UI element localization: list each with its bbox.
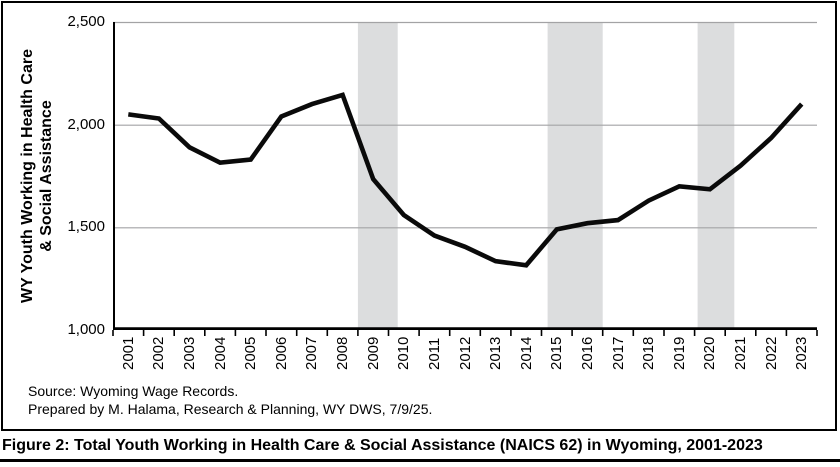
- source-line: Source: Wyoming Wage Records.: [28, 383, 239, 399]
- bottom-rule: [0, 459, 840, 462]
- figure-caption: Figure 2: Total Youth Working in Health …: [2, 437, 763, 454]
- x-tick-label: 2001: [119, 336, 137, 370]
- y-tick-label: 2,000: [67, 115, 105, 133]
- y-tick-label: 2,500: [67, 13, 105, 30]
- x-tick-label: 2007: [303, 336, 321, 370]
- x-tick-label: 2015: [548, 336, 566, 370]
- line-chart-svg: [112, 21, 818, 336]
- x-tick-label: 2019: [670, 336, 688, 370]
- x-tick-label: 2008: [334, 336, 352, 370]
- x-tick-label: 2013: [487, 336, 505, 370]
- x-tick-label: 2012: [456, 336, 474, 370]
- x-tick-label: 2006: [272, 336, 290, 370]
- y-tick-label: 1,000: [67, 321, 105, 338]
- x-tick-label: 2009: [364, 336, 382, 370]
- y-axis-title: WY Youth Working in Health Care & Social…: [19, 49, 55, 303]
- x-tick-label: 2017: [609, 336, 627, 370]
- x-tick-label: 2018: [640, 336, 658, 370]
- x-tick-label: 2002: [150, 336, 168, 370]
- prepared-line: Prepared by M. Halama, Research & Planni…: [28, 401, 433, 417]
- chart-box: WY Youth Working in Health Care & Social…: [1, 1, 837, 431]
- x-tick-label: 2022: [762, 336, 780, 370]
- x-tick-label: 2016: [578, 336, 596, 370]
- y-tick-label: 1,500: [67, 218, 105, 236]
- x-tick-label: 2014: [517, 336, 535, 370]
- x-tick-label: 2010: [395, 336, 413, 370]
- x-tick-label: 2023: [793, 336, 811, 370]
- plot-area: [112, 21, 818, 336]
- x-tick-label: 2021: [731, 336, 749, 370]
- source-note: Source: Wyoming Wage Records. Prepared b…: [28, 382, 432, 418]
- recession-band: [547, 23, 603, 330]
- x-tick-label: 2020: [701, 336, 719, 370]
- data-line: [127, 92, 804, 268]
- x-tick-label: 2004: [211, 336, 229, 370]
- x-tick-label: 2005: [242, 336, 260, 370]
- recession-band: [357, 23, 398, 330]
- x-tick-label: 2003: [181, 336, 199, 370]
- x-tick-label: 2011: [425, 337, 443, 370]
